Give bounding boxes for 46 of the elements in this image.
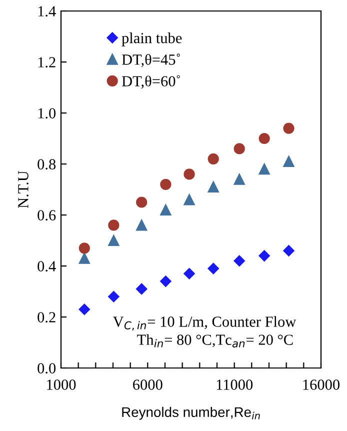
y-tick-label: 1.2 [38, 57, 56, 68]
point [136, 196, 148, 208]
x-tick-label: 16000 [303, 380, 340, 390]
point [78, 242, 90, 254]
point [258, 164, 270, 175]
x-tick-label: 11000 [216, 380, 253, 390]
x-tick-label: 6000 [133, 380, 162, 390]
point [208, 262, 219, 274]
y-tick-label: 0.0 [38, 363, 56, 374]
y-tick-label: 0.8 [38, 159, 56, 170]
legend-label: plain tube [122, 32, 182, 46]
point [283, 245, 294, 256]
point [160, 178, 172, 190]
point [258, 132, 270, 144]
point [258, 250, 270, 262]
x-tick-label: 1000 [47, 380, 76, 390]
point [234, 174, 245, 185]
point [78, 304, 90, 315]
point [160, 276, 172, 287]
point [108, 234, 120, 246]
y-tick-label: 0.2 [38, 312, 56, 323]
point [208, 181, 219, 193]
y-axis-title: N.T.U [18, 170, 28, 208]
point [136, 220, 148, 231]
point [136, 283, 148, 295]
point [108, 220, 120, 231]
point [234, 143, 245, 154]
point [208, 153, 219, 164]
legend-label: DT,θ=60˚ [122, 75, 180, 89]
point [160, 204, 172, 216]
point [184, 194, 195, 206]
point [184, 268, 195, 280]
legend-label: DT,θ=45˚ [122, 54, 180, 68]
point [234, 255, 245, 267]
point [108, 290, 120, 302]
x-axis-title: Reynolds number,Re$_{in}$ [122, 406, 260, 420]
y-tick-label: 1.4 [38, 6, 56, 17]
point [283, 122, 294, 134]
point [184, 168, 195, 180]
y-tick-label: 0.6 [38, 210, 56, 221]
point [78, 252, 90, 264]
y-tick-label: 1.0 [38, 108, 56, 119]
annotation: Th$_{in}$= 80 °C,Tc$_{an}$= 20 °C [137, 334, 293, 348]
y-tick-label: 0.4 [38, 261, 56, 272]
point [283, 156, 294, 168]
annotation: V$_{C,in}$= 10 L/m, Counter Flow [112, 316, 296, 330]
